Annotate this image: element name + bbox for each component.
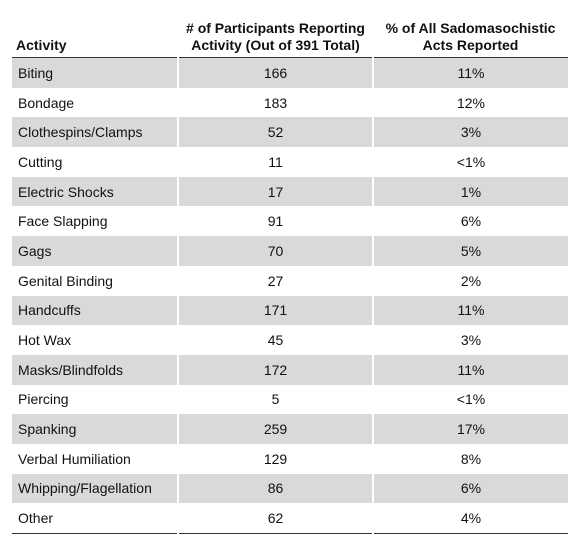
table-row: Other 62 4% bbox=[12, 503, 568, 535]
table-cell: 8% bbox=[372, 443, 568, 474]
table-cell: 11% bbox=[372, 57, 568, 88]
table-cell: 166 bbox=[177, 57, 373, 88]
table-cell: Clothespins/Clamps bbox=[12, 117, 178, 148]
table-cell: Cutting bbox=[18, 153, 63, 170]
table-cell: 1% bbox=[372, 176, 568, 207]
table-cell: <1% bbox=[372, 384, 568, 415]
table-cell: Genital Binding bbox=[18, 272, 113, 289]
table-cell: 12% bbox=[372, 87, 568, 118]
table-cell: Bondage bbox=[18, 94, 75, 111]
table-row: Face Slapping 91 6% bbox=[12, 206, 568, 237]
table-cell: 70 bbox=[177, 236, 373, 266]
table-row: Gags 70 5% bbox=[12, 236, 568, 266]
table-row: Spanking 259 17% bbox=[12, 414, 568, 444]
table-cell: 5 bbox=[177, 384, 373, 415]
data-table: Activity # of Participants Reporting Activ… bbox=[12, 8, 568, 535]
table-row: Bondage 183 12% bbox=[12, 87, 568, 118]
table-cell: 62 bbox=[177, 503, 373, 535]
table-cell: <1% bbox=[372, 147, 568, 177]
table-cell: 3% bbox=[372, 325, 568, 355]
table-row: Verbal Humiliation 129 8% bbox=[12, 443, 568, 474]
table-cell: 129 bbox=[177, 443, 373, 474]
header-line: % of All Sadomasochistic bbox=[385, 20, 556, 36]
column-header: % of All Sadomasochistic Acts Reported bbox=[373, 8, 568, 58]
table-cell: 5% bbox=[372, 236, 568, 266]
table-body: Biting 166 11% Bondage 183 12% Clothespins/Cla… bbox=[12, 57, 568, 535]
table-cell: 259 bbox=[177, 414, 373, 444]
table-row: Electric Shocks 17 1% bbox=[12, 176, 568, 207]
table-cell: 172 bbox=[177, 354, 373, 385]
table-row: Clothespins/Clamps 52 3% bbox=[12, 117, 568, 148]
table-cell: 17 bbox=[177, 176, 373, 207]
column-header: # of Participants Reporting Activity (Out… bbox=[178, 8, 373, 58]
table-cell: 11% bbox=[372, 295, 568, 326]
table-cell: 17% bbox=[372, 414, 568, 444]
table-cell: Verbal Humiliation bbox=[18, 450, 131, 467]
table-cell: Masks/Blindfolds bbox=[12, 354, 178, 385]
table-cell: Handcuffs bbox=[12, 295, 178, 326]
table-cell: 45 bbox=[177, 325, 373, 355]
table-cell: 27 bbox=[177, 265, 373, 296]
table-cell: 86 bbox=[177, 473, 373, 504]
table-cell: Gags bbox=[12, 236, 178, 266]
table-cell: 183 bbox=[177, 87, 373, 118]
table-cell: 4% bbox=[372, 503, 568, 535]
table-cell: 11 bbox=[177, 147, 373, 177]
table-cell: Hot Wax bbox=[18, 332, 72, 349]
table-cell: Whipping/Flagellation bbox=[12, 473, 178, 504]
table-row: Biting 166 11% bbox=[12, 57, 568, 88]
header-row: Activity # of Participants Reporting Activ… bbox=[12, 8, 568, 58]
column-header: Activity bbox=[12, 8, 178, 58]
table-row: Genital Binding 27 2% bbox=[12, 265, 568, 296]
table-cell: 171 bbox=[177, 295, 373, 326]
table-row: Handcuffs 171 11% bbox=[12, 295, 568, 326]
header-line: # of Participants Reporting bbox=[186, 20, 365, 36]
table-cell: Face Slapping bbox=[18, 213, 108, 230]
table-cell: Biting bbox=[12, 57, 178, 88]
header-line: Activity (Out of 391 Total) bbox=[191, 37, 360, 53]
table-cell: Other bbox=[12, 503, 178, 535]
table-row: Piercing 5 <1% bbox=[12, 384, 568, 415]
table-row: Hot Wax 45 3% bbox=[12, 325, 568, 355]
table-cell: Spanking bbox=[12, 414, 178, 444]
table-cell: 91 bbox=[177, 206, 373, 237]
table-row: Masks/Blindfolds 172 11% bbox=[12, 354, 568, 385]
table-cell: Piercing bbox=[18, 391, 69, 408]
header-line: Acts Reported bbox=[422, 37, 519, 53]
table-cell: 2% bbox=[372, 265, 568, 296]
table-row: Cutting 11 <1% bbox=[12, 147, 568, 177]
header-line: Activity bbox=[16, 37, 67, 53]
table-cell: Electric Shocks bbox=[12, 176, 178, 207]
table-cell: 6% bbox=[372, 206, 568, 237]
table-row: Whipping/Flagellation 86 6% bbox=[12, 473, 568, 504]
table-cell: 6% bbox=[372, 473, 568, 504]
table-cell: 52 bbox=[177, 117, 373, 148]
table-cell: 3% bbox=[372, 117, 568, 148]
table-cell: 11% bbox=[372, 354, 568, 385]
